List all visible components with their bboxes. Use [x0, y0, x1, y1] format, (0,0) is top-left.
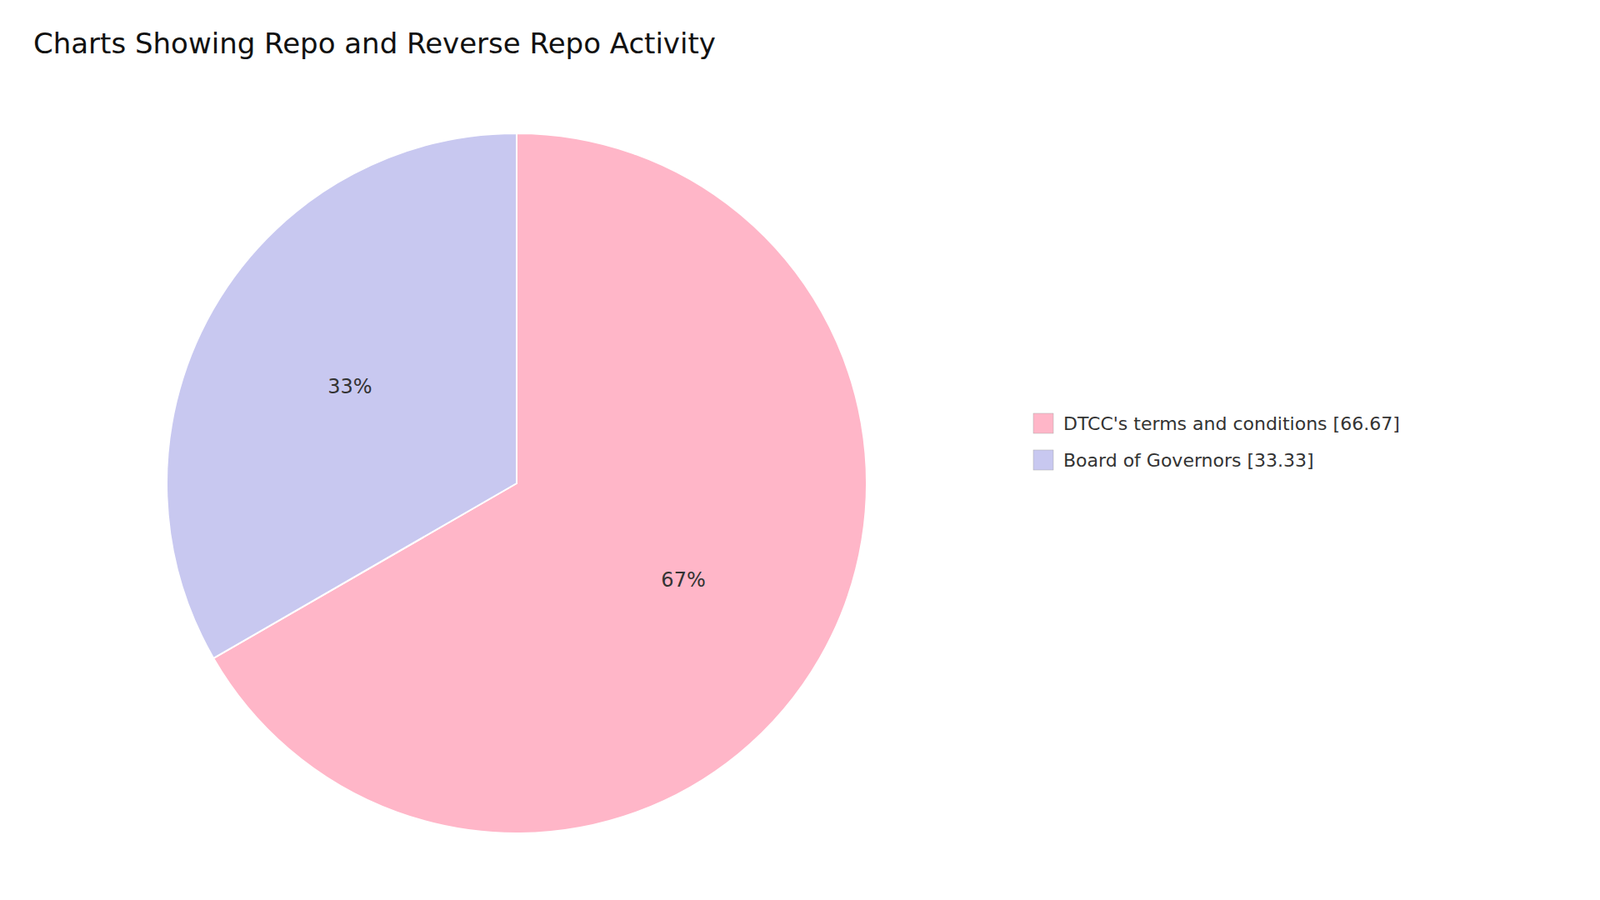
- chart: Charts Showing Repo and Reverse Repo Act…: [0, 0, 1600, 900]
- legend: DTCC's terms and conditions [66.67] Board…: [1033, 413, 1400, 471]
- legend-swatch: [1033, 413, 1054, 434]
- legend-swatch: [1033, 450, 1054, 470]
- legend-label: DTCC's terms and conditions [66.67]: [1063, 413, 1400, 435]
- title: Charts Showing Repo and Reverse Repo Act…: [33, 26, 716, 60]
- slice: [166, 133, 517, 659]
- legend-label: Board of Governors [33.33]: [1063, 450, 1315, 471]
- data-labels: 67% 33%: [327, 375, 705, 591]
- data-label: 33%: [327, 375, 372, 399]
- data-label: 67%: [660, 568, 705, 592]
- slices: [166, 133, 867, 834]
